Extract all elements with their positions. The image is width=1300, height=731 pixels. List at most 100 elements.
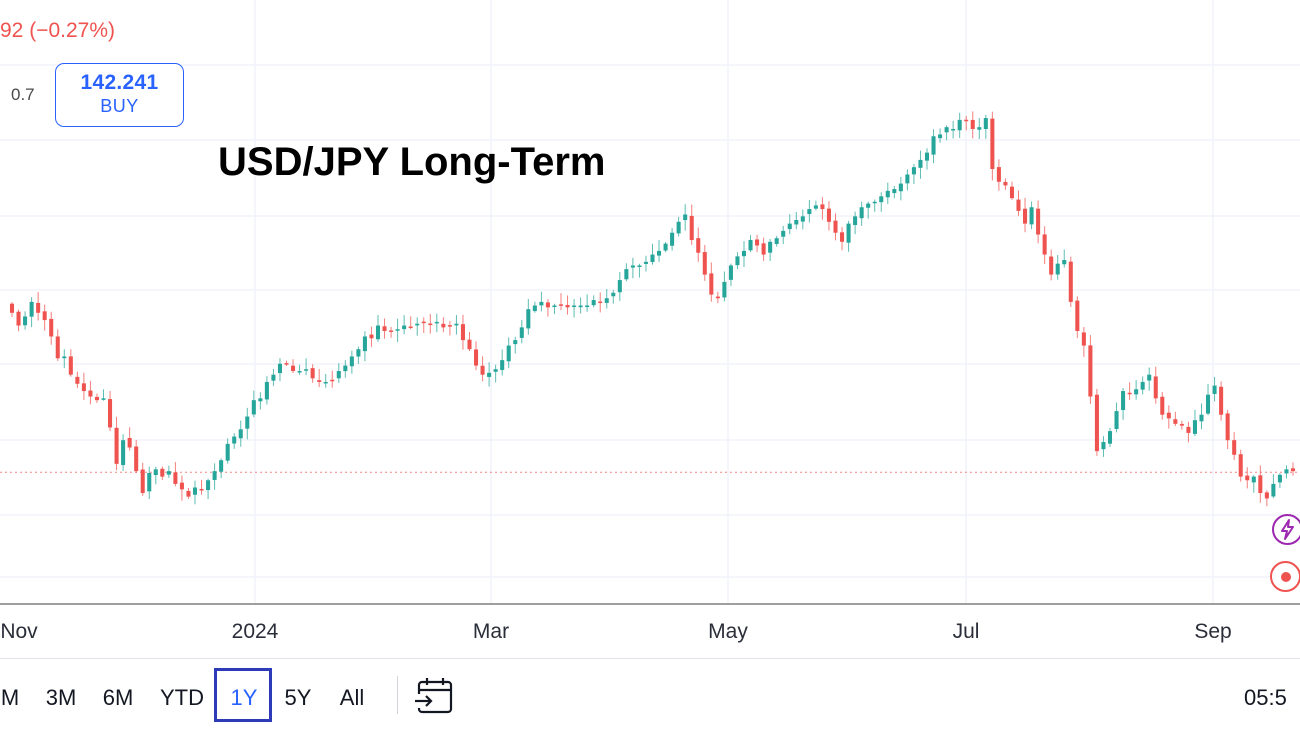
- candle-body: [36, 302, 41, 313]
- candle-body: [421, 321, 426, 324]
- candle-body: [709, 273, 714, 295]
- goto-date-button[interactable]: [412, 676, 454, 721]
- candle-body: [134, 446, 139, 472]
- range-button-5y[interactable]: 5Y: [284, 685, 312, 710]
- candle-body: [1042, 234, 1047, 255]
- candle-body: [1251, 476, 1256, 483]
- candle-body: [1003, 181, 1008, 186]
- candle-body: [186, 490, 191, 497]
- candle-body: [826, 208, 831, 222]
- alert-button[interactable]: [1272, 514, 1300, 545]
- candle-body: [317, 380, 322, 382]
- candle-body: [1049, 256, 1054, 275]
- range-button-ytd[interactable]: YTD: [160, 685, 204, 710]
- candle-body: [212, 471, 217, 480]
- candle-body: [1101, 442, 1106, 450]
- candle-body: [643, 261, 648, 264]
- candle-body: [1016, 199, 1021, 211]
- buy-price: 142.241: [80, 71, 159, 94]
- candle-body: [977, 127, 982, 130]
- chart-area[interactable]: 92 (−0.27%) 0.7 142.241 BUY USD/JPY Long…: [0, 0, 1300, 605]
- candle-body: [1238, 454, 1243, 477]
- candle-body: [1160, 396, 1165, 415]
- candle-body: [944, 127, 949, 133]
- candle-body: [728, 265, 733, 280]
- x-tick-label: Nov: [0, 620, 38, 643]
- candle-body: [624, 269, 629, 280]
- candle-body: [94, 396, 99, 401]
- candle-body: [304, 369, 309, 371]
- candle-body: [532, 305, 537, 312]
- candle-body: [670, 232, 675, 246]
- candle-body: [153, 469, 158, 476]
- candle-body: [741, 250, 747, 257]
- candle-body: [591, 300, 596, 306]
- candle-body: [774, 238, 779, 244]
- x-tick-label: Mar: [472, 620, 510, 643]
- candle-body: [434, 321, 439, 324]
- candle-body: [1029, 207, 1034, 225]
- candle-body: [545, 302, 550, 308]
- candle-body: [1114, 411, 1119, 429]
- candle-body: [983, 118, 988, 129]
- candle-body: [1219, 386, 1224, 415]
- record-button[interactable]: [1270, 561, 1300, 592]
- candle-body: [1081, 332, 1086, 346]
- candle-body: [820, 204, 825, 210]
- candle-body: [1232, 440, 1237, 455]
- candle-body: [735, 256, 740, 266]
- candle-body: [389, 330, 394, 332]
- candle-body: [722, 281, 727, 298]
- candle-body: [585, 305, 590, 308]
- candle-body: [794, 219, 799, 225]
- candle-body: [598, 301, 603, 304]
- x-tick-label: May: [708, 620, 748, 643]
- candle-body: [813, 205, 818, 209]
- range-button-3m[interactable]: 3M: [45, 685, 77, 710]
- range-button-6m[interactable]: 6M: [102, 685, 134, 710]
- range-button-1y[interactable]: 1Y: [230, 685, 258, 710]
- buy-label: BUY: [100, 96, 139, 116]
- candle-body: [781, 230, 786, 237]
- candle-body: [630, 265, 635, 268]
- candle-body: [866, 203, 871, 208]
- candle-body: [924, 152, 930, 161]
- range-button-all[interactable]: All: [339, 685, 365, 710]
- candle-body: [493, 369, 498, 372]
- candle-body: [539, 301, 544, 306]
- price-chart[interactable]: [0, 0, 1300, 605]
- candle-body: [101, 398, 106, 400]
- candle-body: [88, 390, 93, 397]
- candle-body: [990, 118, 995, 170]
- candle-body: [1277, 474, 1282, 483]
- time-axis-line: [0, 603, 1300, 605]
- candle-body: [1107, 431, 1113, 444]
- clock-time: 05:5: [1244, 685, 1287, 710]
- buy-button[interactable]: 142.241 BUY: [55, 63, 184, 127]
- candle-body: [970, 119, 975, 129]
- candle-body: [121, 440, 126, 466]
- candle-body: [964, 119, 969, 122]
- candle-body: [232, 436, 237, 444]
- candle-body: [108, 399, 113, 428]
- candle-body: [1212, 385, 1217, 394]
- range-button-m[interactable]: M: [0, 685, 20, 710]
- candle-body: [1284, 469, 1289, 474]
- candle-body: [284, 363, 289, 365]
- candle-body: [1206, 394, 1211, 414]
- candle-body: [1094, 394, 1099, 452]
- candle-body: [938, 134, 943, 139]
- candle-body: [369, 334, 374, 339]
- candle-body: [833, 220, 838, 233]
- candle-body: [356, 349, 361, 357]
- candle-body: [310, 368, 315, 379]
- candle-body: [330, 379, 335, 382]
- candle-body: [611, 292, 616, 297]
- candle-body: [428, 323, 433, 326]
- candle-body: [1192, 420, 1197, 434]
- candle-body: [192, 487, 198, 495]
- candle-body: [500, 360, 505, 370]
- candle-body: [853, 216, 858, 226]
- candle-body: [271, 374, 276, 381]
- candle-body: [1258, 475, 1263, 493]
